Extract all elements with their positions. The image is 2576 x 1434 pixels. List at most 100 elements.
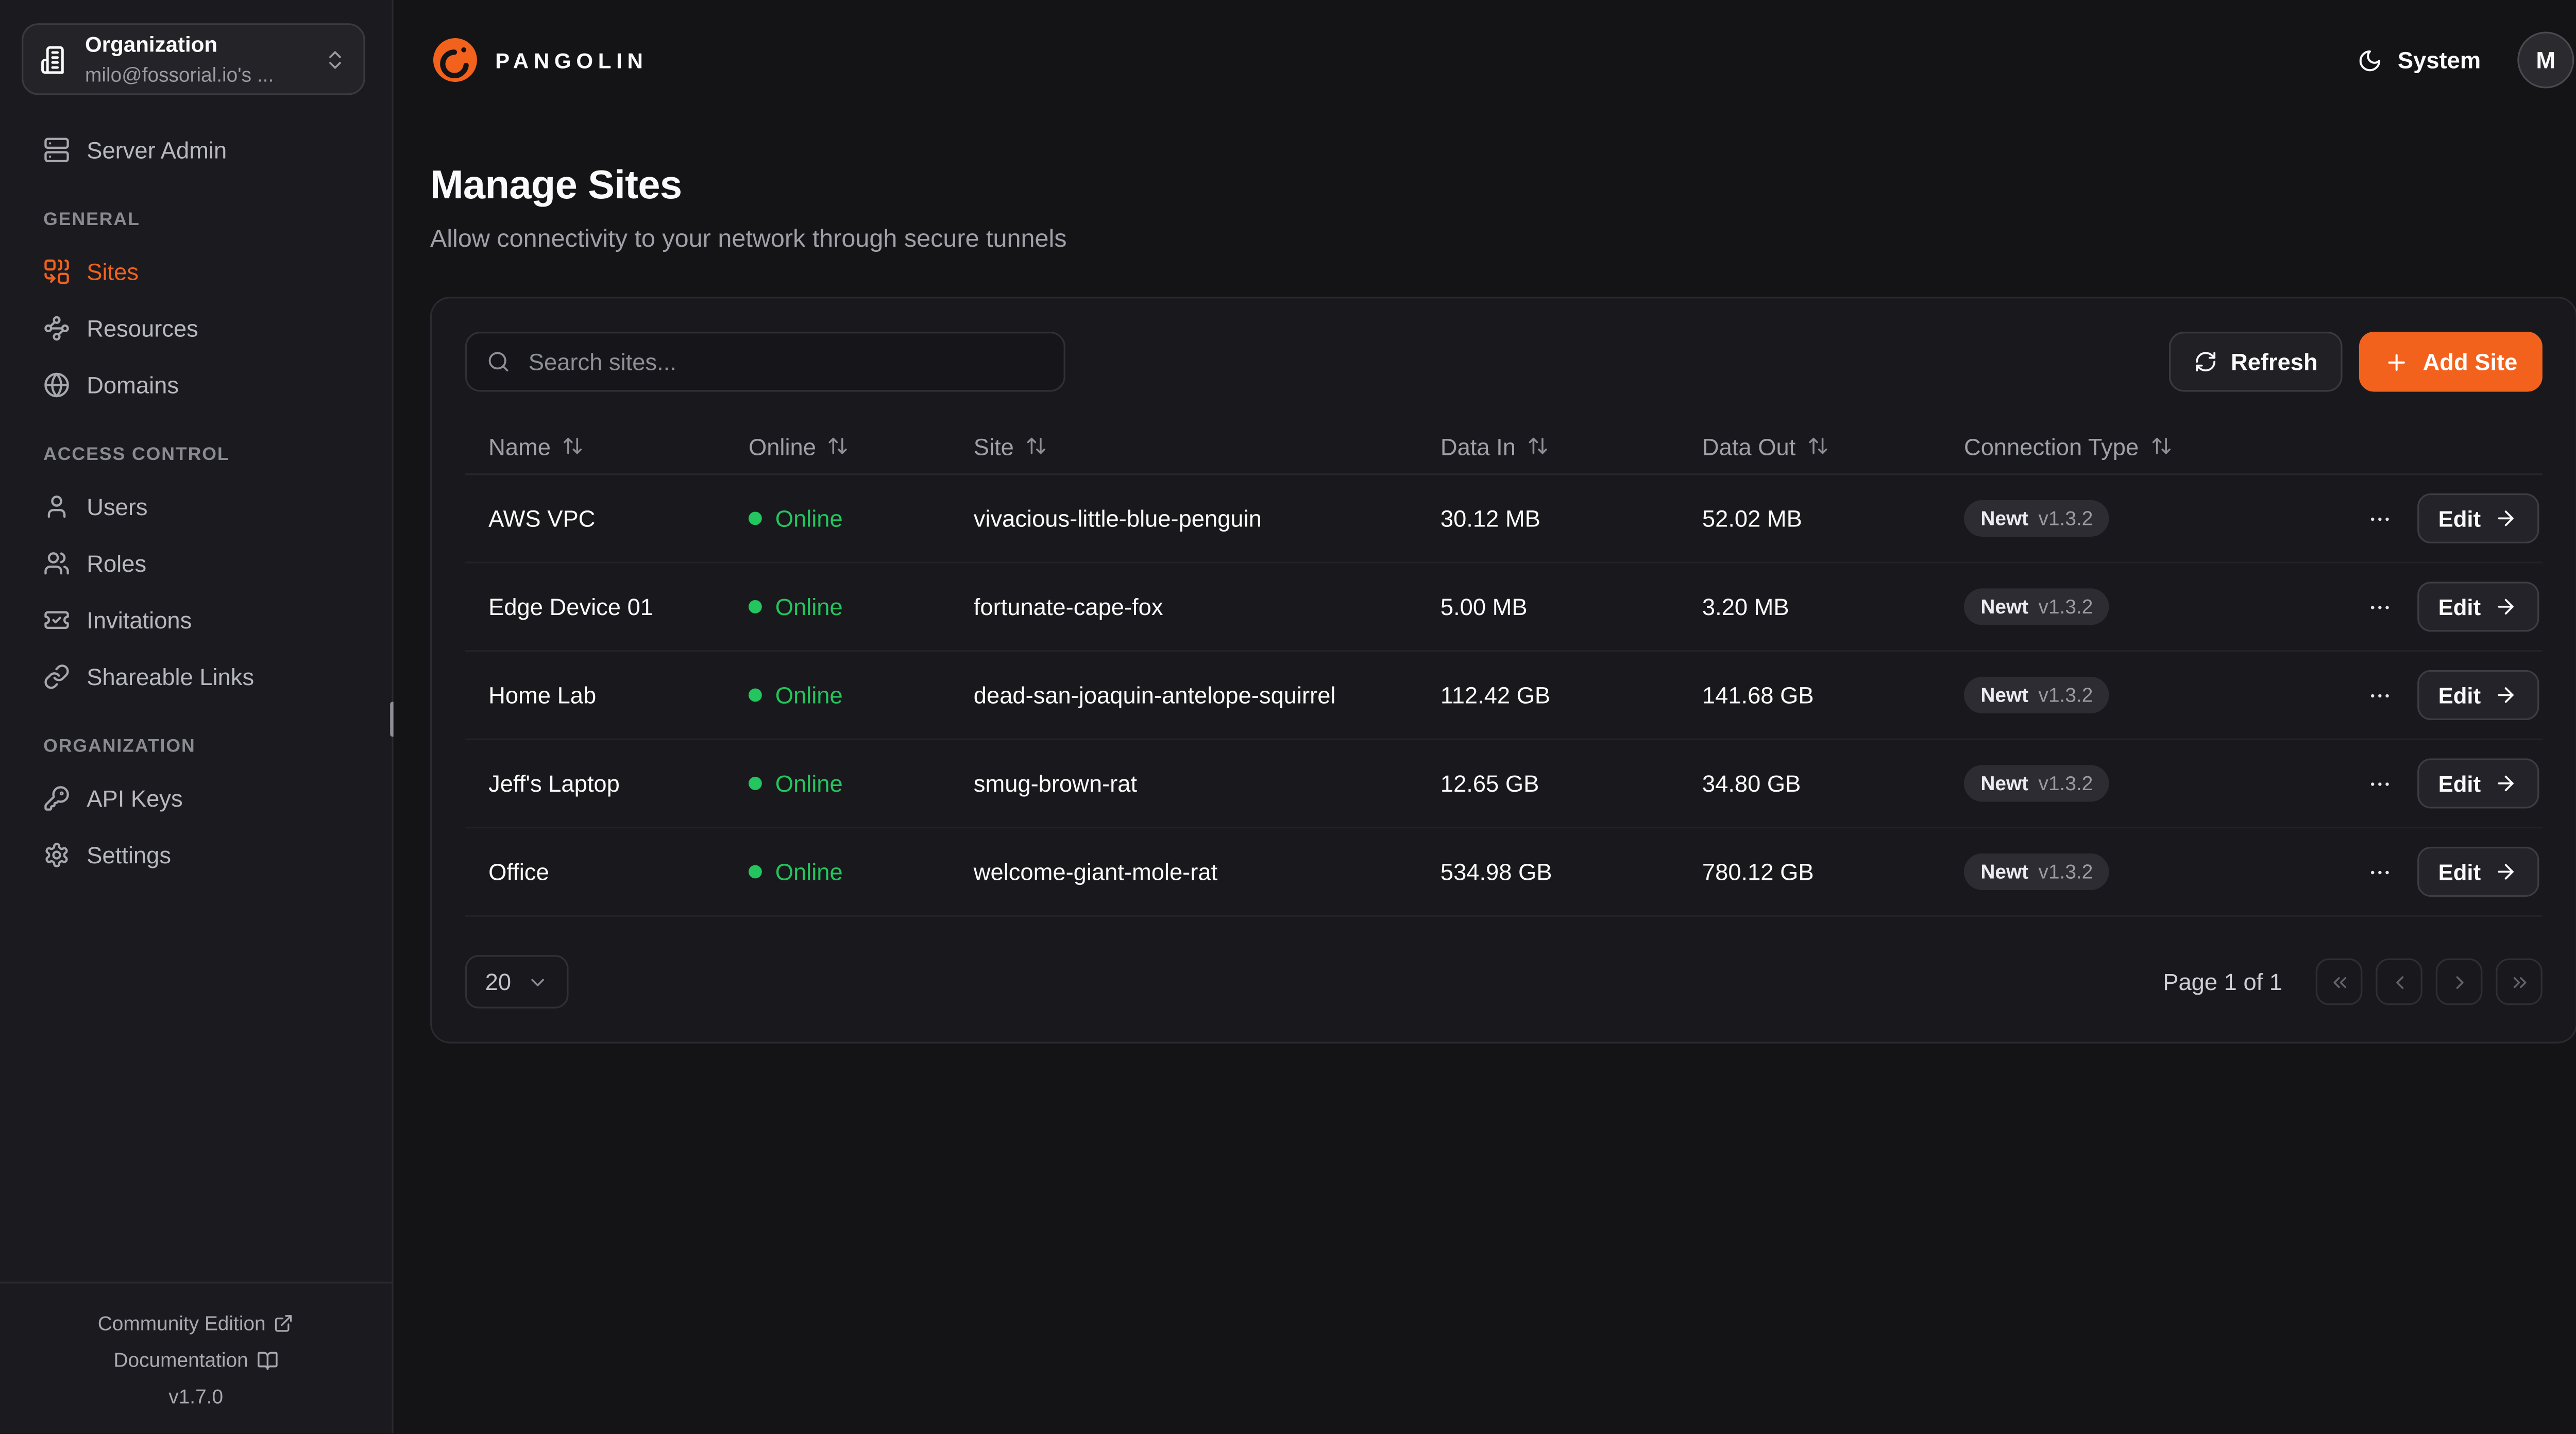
online-status-label: Online <box>775 770 843 797</box>
column-header-online[interactable]: Online <box>725 433 951 459</box>
column-header-connection-type[interactable]: Connection Type <box>1941 433 2351 459</box>
cell-online: Online <box>725 859 951 885</box>
building-icon <box>40 44 70 74</box>
topbar-right: System M <box>2358 31 2574 89</box>
community-edition-link[interactable]: Community Edition <box>0 1305 392 1342</box>
search-input[interactable] <box>525 347 1044 377</box>
column-header-site[interactable]: Site <box>951 433 1417 459</box>
row-menu-button[interactable] <box>2366 682 2392 708</box>
org-texts: Organization milo@fossorial.io's ... <box>85 29 309 89</box>
online-status-dot <box>748 688 762 702</box>
sidebar-item-server-admin[interactable]: Server Admin <box>22 123 370 175</box>
edit-button[interactable]: Edit <box>2416 670 2539 720</box>
sidebar-item-domains[interactable]: Domains <box>22 358 370 410</box>
org-selector[interactable]: Organization milo@fossorial.io's ... <box>22 23 365 95</box>
theme-toggle[interactable]: System <box>2358 46 2481 74</box>
sidebar-item-settings[interactable]: Settings <box>22 828 370 880</box>
search-box <box>465 331 1065 392</box>
page-size-select[interactable]: 20 <box>465 955 568 1009</box>
table-row: AWS VPC Online vivacious-little-blue-pen… <box>465 475 2543 564</box>
edit-button[interactable]: Edit <box>2416 493 2539 543</box>
main-area: PANGOLIN System M Manage Sites Allow con… <box>393 0 2576 1433</box>
next-page-button[interactable] <box>2435 958 2483 1005</box>
add-site-button[interactable]: Add Site <box>2359 331 2543 392</box>
cell-connection-type: Newt v1.3.2 <box>1941 676 2351 713</box>
sidebar-item-invitations[interactable]: Invitations <box>22 593 370 645</box>
connection-type-badge: Newt v1.3.2 <box>1963 588 2110 625</box>
avatar[interactable]: M <box>2517 31 2574 89</box>
cell-online: Online <box>725 682 951 708</box>
cell-name: Jeff's Laptop <box>488 770 620 797</box>
sidebar-nav: Server Admin GENERAL Sites Resources Do <box>0 95 392 880</box>
section-general: GENERAL <box>43 210 140 230</box>
column-header-data-out[interactable]: Data Out <box>1679 433 1941 459</box>
sort-icon <box>563 435 584 457</box>
sidebar-item-api-keys[interactable]: API Keys <box>22 772 370 823</box>
first-page-button[interactable] <box>2315 958 2363 1005</box>
sidebar-item-shareable-links[interactable]: Shareable Links <box>22 650 370 702</box>
sidebar-item-label: Domains <box>87 371 179 398</box>
connection-client: Newt <box>1980 595 2029 619</box>
column-header-name[interactable]: Name <box>465 433 725 459</box>
cell-site: fortunate-cape-fox <box>973 593 1163 620</box>
sidebar-item-users[interactable]: Users <box>22 480 370 532</box>
online-status-dot <box>748 865 762 879</box>
sidebar-item-label: Settings <box>87 841 171 868</box>
external-link-icon <box>274 1313 294 1334</box>
page-size-value: 20 <box>485 968 512 995</box>
documentation-link[interactable]: Documentation <box>0 1342 392 1378</box>
table-row: Office Online welcome-giant-mole-rat 534… <box>465 828 2543 917</box>
edit-button[interactable]: Edit <box>2416 846 2539 897</box>
pangolin-logo-icon <box>430 35 480 85</box>
edit-button[interactable]: Edit <box>2416 582 2539 632</box>
arrow-right-icon <box>2494 772 2517 795</box>
edit-button[interactable]: Edit <box>2416 758 2539 809</box>
sidebar-item-roles[interactable]: Roles <box>22 537 370 588</box>
previous-page-button[interactable] <box>2376 958 2422 1005</box>
edit-label: Edit <box>2438 682 2481 708</box>
sort-icon <box>828 435 850 457</box>
cell-connection-type: Newt v1.3.2 <box>1941 765 2351 802</box>
arrow-right-icon <box>2494 507 2517 530</box>
pangolin-logo[interactable]: PANGOLIN <box>430 35 648 85</box>
row-menu-button[interactable] <box>2366 594 2392 620</box>
gear-icon <box>43 841 70 868</box>
cell-name: Edge Device 01 <box>488 593 653 620</box>
sidebar-item-resources[interactable]: Resources <box>22 302 370 353</box>
page-subtitle: Allow connectivity to your network throu… <box>430 225 1067 253</box>
row-menu-button[interactable] <box>2366 859 2392 884</box>
row-menu-button[interactable] <box>2366 771 2392 796</box>
avatar-initial: M <box>2536 46 2556 74</box>
version-label: v1.7.0 <box>168 1385 224 1409</box>
column-header-data-in[interactable]: Data In <box>1417 433 1679 459</box>
cell-actions: Edit <box>2351 582 2543 632</box>
cell-actions: Edit <box>2351 670 2543 720</box>
table-row: Edge Device 01 Online fortunate-cape-fox… <box>465 564 2543 652</box>
cell-data-out: 34.80 GB <box>1702 770 1801 797</box>
cell-site: welcome-giant-mole-rat <box>973 858 1218 885</box>
sidebar-item-sites[interactable]: Sites <box>22 245 370 297</box>
last-page-button[interactable] <box>2496 958 2543 1005</box>
cell-online: Online <box>725 770 951 797</box>
sort-icon <box>1528 435 1549 457</box>
cell-data-out: 780.12 GB <box>1702 858 1814 885</box>
online-status-dot <box>748 776 762 790</box>
sidebar-resize-handle[interactable] <box>390 702 395 737</box>
connection-type-badge: Newt v1.3.2 <box>1963 765 2110 802</box>
refresh-button[interactable]: Refresh <box>2169 331 2343 392</box>
sidebar-item-label: Users <box>87 492 148 520</box>
pagination-controls: Page 1 of 1 <box>2163 958 2543 1005</box>
cell-data-in: 112.42 GB <box>1440 681 1551 709</box>
waypoints-icon <box>43 314 70 341</box>
sidebar-item-label: Invitations <box>87 606 192 633</box>
online-status-label: Online <box>775 505 843 532</box>
ticket-check-icon <box>43 606 70 633</box>
connection-client: Newt <box>1980 860 2029 884</box>
key-icon <box>43 784 70 811</box>
online-status-label: Online <box>775 858 843 885</box>
theme-label: System <box>2397 46 2481 74</box>
refresh-icon <box>2194 350 2217 373</box>
row-menu-button[interactable] <box>2366 506 2392 531</box>
cell-data-in: 5.00 MB <box>1440 593 1528 620</box>
search-icon <box>487 350 510 373</box>
